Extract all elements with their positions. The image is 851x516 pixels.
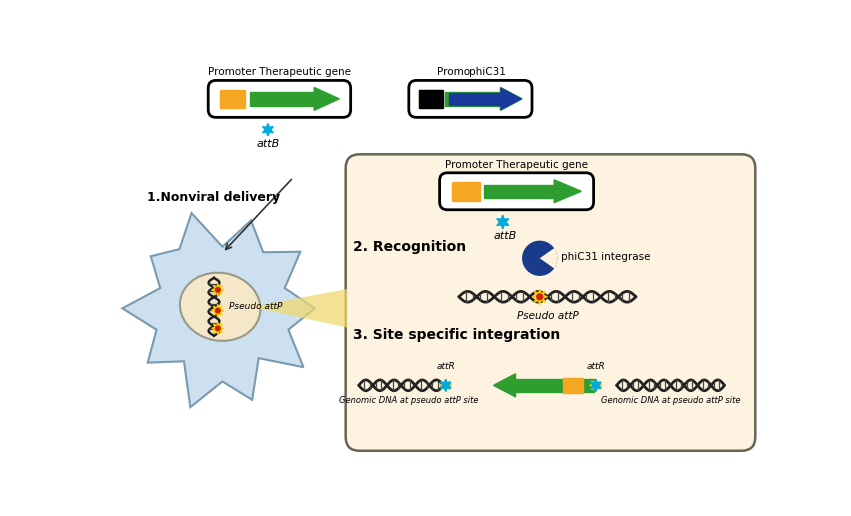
Circle shape	[215, 326, 220, 331]
Polygon shape	[123, 213, 315, 407]
Polygon shape	[494, 374, 516, 397]
Circle shape	[537, 294, 543, 300]
Text: 1.Nonviral delivery: 1.Nonviral delivery	[147, 191, 280, 204]
Text: 2. Recognition: 2. Recognition	[353, 240, 466, 254]
Bar	[452, 182, 480, 201]
Text: attB: attB	[494, 231, 517, 241]
FancyBboxPatch shape	[408, 80, 532, 117]
Bar	[419, 90, 443, 108]
Text: Pseudo attP: Pseudo attP	[517, 311, 579, 320]
Bar	[249, 92, 314, 106]
Polygon shape	[263, 123, 273, 136]
FancyBboxPatch shape	[208, 80, 351, 117]
Circle shape	[443, 383, 448, 388]
Text: attR: attR	[437, 362, 455, 372]
Polygon shape	[497, 215, 509, 229]
Polygon shape	[591, 379, 602, 392]
Text: 3. Site specific integration: 3. Site specific integration	[353, 328, 561, 342]
Polygon shape	[532, 289, 547, 304]
Text: Genomic DNA at pseudo attP site: Genomic DNA at pseudo attP site	[339, 396, 478, 405]
Bar	[444, 92, 500, 106]
Circle shape	[593, 383, 598, 388]
Text: attR: attR	[586, 362, 605, 372]
Text: phiC31: phiC31	[469, 67, 506, 77]
Polygon shape	[440, 379, 452, 392]
FancyBboxPatch shape	[440, 173, 594, 210]
Polygon shape	[314, 87, 340, 110]
Bar	[220, 90, 245, 108]
Polygon shape	[212, 322, 224, 334]
Text: Promoter Therapeutic gene: Promoter Therapeutic gene	[445, 160, 588, 170]
Wedge shape	[540, 248, 557, 268]
Bar	[516, 379, 594, 392]
Circle shape	[215, 287, 220, 292]
Polygon shape	[441, 379, 451, 392]
Bar	[484, 185, 554, 198]
Polygon shape	[590, 379, 602, 392]
Text: attB: attB	[256, 139, 279, 149]
Polygon shape	[212, 284, 224, 296]
Text: Genomic DNA at pseudo attP site: Genomic DNA at pseudo attP site	[601, 396, 740, 405]
Polygon shape	[500, 87, 523, 110]
Polygon shape	[212, 304, 224, 317]
Text: Promo: Promo	[437, 67, 470, 77]
Circle shape	[523, 241, 557, 275]
Bar	[419, 90, 441, 108]
Polygon shape	[554, 180, 581, 203]
Polygon shape	[251, 289, 347, 328]
FancyBboxPatch shape	[346, 154, 756, 451]
Polygon shape	[501, 88, 521, 109]
Text: Promoter Therapeutic gene: Promoter Therapeutic gene	[208, 67, 351, 77]
Text: Pseudo attP: Pseudo attP	[230, 302, 283, 311]
Text: phiC31 integrase: phiC31 integrase	[562, 252, 651, 262]
Circle shape	[215, 308, 220, 313]
Bar	[449, 93, 501, 105]
Bar	[563, 378, 583, 393]
Ellipse shape	[180, 272, 260, 341]
